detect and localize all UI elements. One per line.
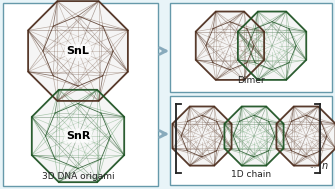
Polygon shape — [28, 1, 128, 101]
FancyBboxPatch shape — [170, 96, 332, 185]
Text: ...: ... — [309, 161, 316, 170]
Text: 1D chain: 1D chain — [231, 170, 271, 179]
FancyBboxPatch shape — [3, 3, 158, 186]
FancyArrowPatch shape — [159, 131, 166, 137]
Text: 3D DNA origami: 3D DNA origami — [42, 172, 114, 181]
FancyBboxPatch shape — [170, 3, 332, 92]
Text: n: n — [322, 161, 328, 171]
Polygon shape — [32, 90, 124, 182]
Text: SnL: SnL — [67, 46, 89, 56]
Polygon shape — [173, 106, 231, 166]
Polygon shape — [224, 106, 283, 166]
Polygon shape — [238, 12, 306, 80]
Text: Dimer: Dimer — [237, 76, 265, 85]
Text: SnR: SnR — [66, 131, 90, 141]
Polygon shape — [276, 106, 335, 166]
Polygon shape — [196, 12, 264, 80]
FancyArrowPatch shape — [159, 48, 166, 54]
